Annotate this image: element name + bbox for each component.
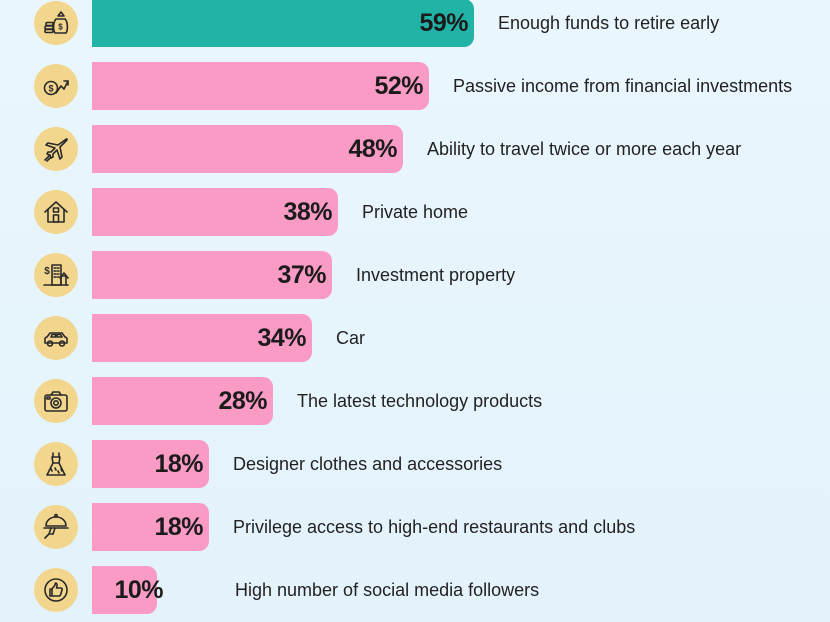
bar [92, 503, 209, 551]
bar-row: 34% Car [0, 314, 830, 362]
category-label: Designer clothes and accessories [233, 454, 503, 474]
house-icon [34, 190, 78, 234]
airplane-icon [34, 127, 78, 171]
category-label: Privilege access to high-end restaurants… [233, 517, 636, 537]
category-label: Car [336, 328, 366, 348]
data-label: 59% [419, 9, 468, 37]
dollar-growth-icon: $ [34, 64, 78, 108]
bar [92, 125, 403, 173]
data-label: 10% [114, 576, 163, 604]
bar-row: 18% Privilege access to high-end restaura… [0, 503, 830, 551]
city-building-icon: $ [34, 253, 78, 297]
bar [92, 188, 338, 236]
food-cloche-icon [34, 505, 78, 549]
bar [92, 314, 312, 362]
bar [92, 440, 209, 488]
bar-row: 38% Private home [0, 188, 830, 236]
category-label: Passive income from financial investment… [453, 76, 793, 96]
category-label: High number of social media followers [235, 580, 540, 600]
category-label: Enough funds to retire early [498, 13, 720, 33]
data-label: 18% [154, 450, 203, 478]
data-label: 18% [154, 513, 203, 541]
category-label: Private home [362, 202, 469, 222]
car-icon [34, 316, 78, 360]
svg-text:$: $ [44, 266, 50, 277]
bar-row: 28% The latest technology products [0, 377, 830, 425]
bar [92, 566, 157, 614]
bar [92, 0, 474, 47]
money-bag-icon: $ [34, 1, 78, 45]
svg-text:$: $ [58, 23, 63, 32]
bar [92, 251, 332, 299]
thumbs-up-icon [34, 568, 78, 612]
svg-text:$: $ [48, 84, 53, 94]
bar-row: $59% Enough funds to retire early [0, 0, 830, 47]
bar [92, 62, 429, 110]
bar [92, 377, 273, 425]
bar-row: 18% Designer clothes and accessories [0, 440, 830, 488]
category-label: Investment property [356, 265, 516, 285]
dress-icon [34, 442, 78, 486]
data-label: 37% [277, 261, 326, 289]
bar-row: 10% High number of social media followers [0, 566, 830, 614]
category-label: Ability to travel twice or more each yea… [427, 139, 742, 159]
bar-row: $52% Passive income from financial invest… [0, 62, 830, 110]
data-label: 34% [257, 324, 306, 352]
data-label: 52% [374, 72, 423, 100]
category-label: The latest technology products [297, 391, 543, 411]
bar-row: $37% Investment property [0, 251, 830, 299]
camera-icon [34, 379, 78, 423]
data-label: 38% [283, 198, 332, 226]
data-label: 28% [218, 387, 267, 415]
bar-row: 48% Ability to travel twice or more each … [0, 125, 830, 173]
data-label: 48% [348, 135, 397, 163]
